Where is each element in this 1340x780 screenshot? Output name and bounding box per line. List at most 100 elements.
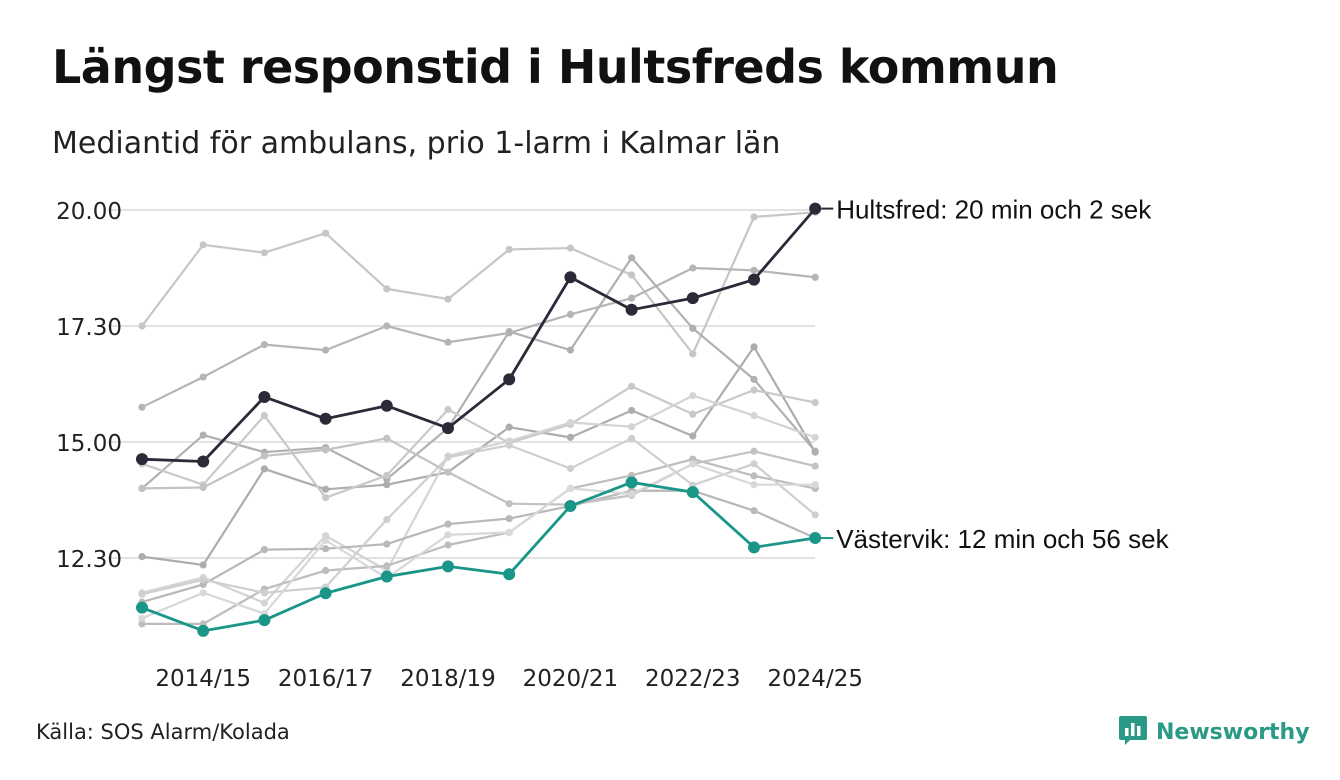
background-series-4-point — [750, 375, 758, 383]
background-series-1-point — [750, 213, 758, 221]
background-series-4-point — [811, 447, 819, 455]
background-series-2-point — [689, 264, 697, 272]
background-series-11-point — [322, 536, 330, 544]
background-series-10-point — [260, 452, 268, 460]
background-series-9-point — [505, 441, 513, 449]
y-tick-label: 17.30 — [56, 315, 122, 341]
y-axis-ticks: 12.30 15.00 17.30 20.00 — [56, 199, 122, 573]
hultsfred-series-line — [141, 207, 817, 463]
background-series-3-point — [689, 432, 697, 440]
background-series-8-point — [444, 520, 452, 528]
background-series-11-point — [811, 481, 819, 489]
background-series-6-point — [750, 411, 758, 420]
background-series-2-point — [138, 403, 146, 411]
background-series-10-point — [505, 500, 513, 508]
y-tick-label: 20.00 — [56, 199, 122, 225]
hultsfred-series-point — [748, 273, 760, 286]
background-series-3 — [138, 343, 819, 569]
background-series-10 — [138, 434, 819, 509]
hultsfred-series-point — [564, 271, 577, 284]
hultsfred-series-point — [380, 399, 393, 412]
background-series-2-point — [322, 346, 330, 354]
background-series-6-line — [141, 394, 816, 605]
vastervik-series-point — [686, 486, 699, 499]
background-series-11-point — [566, 484, 575, 492]
background-series-10-point — [811, 462, 819, 470]
background-series-11 — [138, 460, 819, 622]
background-series-1-point — [138, 322, 146, 330]
background-series-1-point — [444, 295, 452, 303]
gridlines — [108, 209, 815, 559]
brand-logo[interactable]: Newsworthy — [1118, 714, 1310, 750]
chart-subtitle: Mediantid för ambulans, prio 1-larm i Ka… — [52, 126, 781, 161]
background-series-2-point — [750, 266, 758, 274]
background-series-3-point — [628, 406, 636, 415]
brand-name: Newsworthy — [1156, 719, 1310, 745]
background-series-3-point — [383, 481, 391, 489]
background-series-7-point — [322, 566, 330, 575]
background-series-10-point — [750, 447, 758, 455]
background-series-11-point — [689, 460, 697, 468]
highlighted-series — [136, 202, 822, 637]
background-series-3-line — [141, 345, 817, 567]
vastervik-series-point — [197, 624, 210, 637]
background-series-3-point — [750, 343, 758, 351]
hultsfred-series-point — [442, 422, 454, 435]
vastervik-series — [136, 476, 822, 637]
background-series-1 — [138, 208, 819, 358]
x-tick-label: 2022/23 — [645, 666, 741, 692]
background-series-11-point — [628, 490, 636, 498]
background-series-10-point — [138, 484, 146, 492]
background-series-3-point — [260, 465, 268, 473]
x-axis-ticks: 2014/15 2016/17 2018/19 2020/21 2022/23 2024/… — [155, 666, 863, 692]
y-tick-label: 12.30 — [56, 547, 122, 573]
background-series-5-point — [322, 494, 330, 502]
vastervik-series-point — [748, 541, 760, 554]
x-tick-label: 2014/15 — [155, 666, 251, 692]
background-series-11-line — [141, 462, 816, 620]
background-series-11-point — [750, 481, 758, 489]
background-series-5-line — [141, 385, 816, 499]
background-series-8-line — [141, 489, 816, 604]
background-series-2-point — [628, 294, 636, 302]
vastervik-series-point — [503, 568, 516, 581]
background-series-4-point — [689, 324, 697, 332]
background-series-2-point — [260, 340, 268, 349]
hultsfred-series-point — [503, 373, 516, 386]
hultsfred-series-point — [319, 412, 332, 425]
background-series-4-point — [628, 254, 636, 262]
background-series-3-point — [138, 553, 146, 561]
source-note: Källa: SOS Alarm/Kolada — [36, 720, 290, 744]
background-series-7 — [138, 455, 819, 628]
background-series-7-point — [750, 472, 758, 480]
background-series-3-point — [199, 561, 207, 569]
background-series-5-point — [628, 382, 636, 390]
background-series-11-point — [138, 614, 146, 622]
chart-title: Längst responstid i Hultsfreds kommun — [52, 40, 1059, 94]
vastervik-series-line — [141, 480, 816, 633]
background-series-6-point — [689, 392, 697, 400]
background-series-4-point — [505, 327, 513, 336]
background-series-3-point — [322, 485, 330, 493]
vastervik-series-label: Västervik: 12 min och 56 sek — [836, 524, 1169, 554]
series-labels: Hultsfred: 20 min och 2 sek Västervik: 12… — [821, 195, 1170, 554]
background-series-1-point — [505, 245, 513, 254]
background-series-10-point — [383, 434, 391, 442]
vastervik-series-point — [564, 500, 577, 513]
background-series-9-point — [628, 434, 636, 442]
y-tick-label: 15.00 — [56, 431, 122, 457]
background-series-10-point — [322, 446, 330, 454]
vastervik-series-point — [380, 570, 393, 583]
background-series-7-line — [142, 458, 816, 625]
background-series-6-point — [566, 418, 575, 427]
background-series-2-point — [566, 310, 575, 318]
hultsfred-series-point — [258, 390, 271, 403]
vastervik-series-point — [136, 601, 148, 614]
background-series-11-point — [199, 589, 207, 597]
background-series-1-point — [383, 285, 391, 293]
hultsfred-series-point — [136, 453, 148, 466]
background-series-6-point — [260, 599, 268, 607]
background-series-10-point — [199, 483, 207, 492]
hultsfred-series-point — [809, 202, 822, 215]
x-tick-label: 2024/25 — [767, 666, 863, 692]
